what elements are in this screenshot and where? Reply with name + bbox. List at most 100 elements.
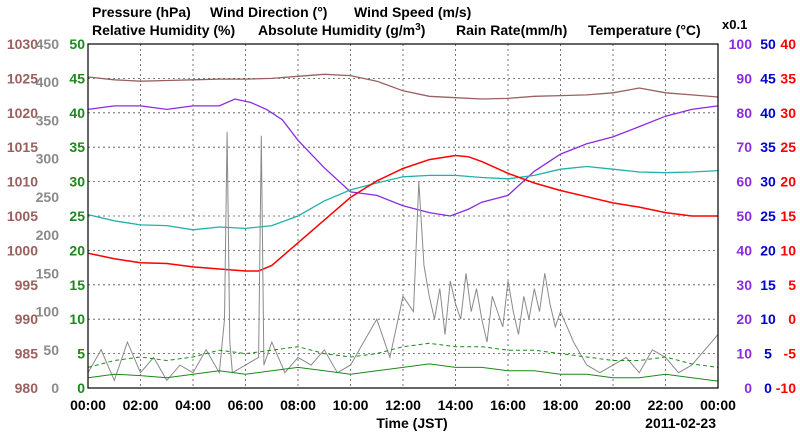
wind-direction-tick-label: 350 <box>36 112 60 128</box>
temperature-tick-label: 25 <box>780 139 796 155</box>
pressure-tick-label: 1010 <box>7 174 38 190</box>
series-relative-humidity <box>87 98 719 217</box>
x-tick-label: 10:00 <box>333 397 369 413</box>
x-tick-label: 20:00 <box>595 397 631 413</box>
wind-speed-tick-label: 0 <box>77 380 85 396</box>
wind-speed-tick-label: 10 <box>69 311 85 327</box>
wind-speed-tick-label: 5 <box>77 346 85 362</box>
humidity-tick-label: 100 <box>729 36 753 52</box>
legend-pressure: Pressure (hPa) <box>92 4 191 20</box>
x-tick-label: 04:00 <box>175 397 211 413</box>
temperature-tick-label: 5 <box>788 277 796 293</box>
rain-rate-tick-label: 5 <box>764 346 772 362</box>
x-tick-label: 00:00 <box>70 397 106 413</box>
temperature-tick-label: 10 <box>780 242 796 258</box>
legend-relative-humidity: Relative Humidity (%) <box>92 22 235 38</box>
wind-speed-tick-label: 25 <box>69 208 85 224</box>
wind-speed-tick-label: 35 <box>69 139 85 155</box>
wind-speed-tick-label: 40 <box>69 105 85 121</box>
rain-rate-tick-label: 40 <box>760 105 776 121</box>
humidity-tick-label: 50 <box>736 208 752 224</box>
humidity-tick-label: 70 <box>736 139 752 155</box>
humidity-tick-label: 0 <box>744 380 752 396</box>
temperature-tick-label: 15 <box>780 208 796 224</box>
rain-rate-tick-label: 50 <box>760 36 776 52</box>
pressure-tick-label: 1030 <box>7 36 38 52</box>
wind-direction-tick-label: 250 <box>36 189 60 205</box>
x-tick-label: 18:00 <box>543 397 579 413</box>
legend-abs-hum-sup: 3 <box>415 22 421 33</box>
pressure-tick-label: 1025 <box>7 70 38 86</box>
wind-speed-tick-label: 20 <box>69 242 85 258</box>
rain-rate-tick-label: 15 <box>760 277 776 293</box>
legend-wind-direction: Wind Direction (°) <box>210 4 327 20</box>
humidity-tick-label: 60 <box>736 174 752 190</box>
x-tick-label: 00:00 <box>700 397 736 413</box>
legend-temperature: Temperature (°C) <box>588 22 701 38</box>
rain-rate-tick-label: 10 <box>760 311 776 327</box>
date-label: 2011-02-23 <box>645 415 716 431</box>
wind-direction-tick-label: 50 <box>43 342 59 358</box>
temperature-tick-label: 0 <box>788 311 796 327</box>
wind-direction-tick-label: 450 <box>36 36 60 52</box>
x-tick-label: 14:00 <box>438 397 474 413</box>
temperature-tick-label: 40 <box>780 36 796 52</box>
rain-rate-tick-label: 30 <box>760 174 776 190</box>
rain-rate-tick-label: 25 <box>760 208 776 224</box>
series-temperature <box>87 154 718 272</box>
rain-rate-tick-label: 20 <box>760 242 776 258</box>
pressure-tick-label: 995 <box>15 277 39 293</box>
axis-ticks: 00:00 02:00 04:00 06:00 08:00 10:00 12:00 14:00… <box>7 36 796 413</box>
rain-rate-tick-label: 35 <box>760 139 776 155</box>
rain-rate-tick-label: 0 <box>764 380 772 396</box>
temperature-tick-label: -5 <box>784 346 797 362</box>
wind-direction-tick-label: 0 <box>51 380 59 396</box>
x-tick-label: 22:00 <box>648 397 684 413</box>
series-wind-direction <box>87 131 719 382</box>
pressure-tick-label: 980 <box>15 380 39 396</box>
temperature-tick-label: 35 <box>780 70 796 86</box>
legend-rain-scale: x0.1 <box>722 17 747 32</box>
wind-direction-tick-label: 150 <box>36 265 60 281</box>
x-axis-label: Time (JST) <box>376 415 447 431</box>
grid <box>88 44 718 388</box>
x-tick-label: 12:00 <box>385 397 421 413</box>
legend-rain-rate: Rain Rate(mm/h) <box>456 22 567 38</box>
wind-speed-tick-label: 30 <box>69 174 85 190</box>
wind-speed-tick-label: 50 <box>69 36 85 52</box>
humidity-tick-label: 40 <box>736 242 752 258</box>
x-tick-label: 02:00 <box>123 397 159 413</box>
series-absolute-humidity <box>87 165 719 231</box>
x-tick-label: 06:00 <box>228 397 264 413</box>
pressure-tick-label: 1005 <box>7 208 38 224</box>
humidity-tick-label: 30 <box>736 277 752 293</box>
wind-direction-tick-label: 200 <box>36 227 60 243</box>
pressure-tick-label: 1000 <box>7 242 38 258</box>
humidity-tick-label: 80 <box>736 105 752 121</box>
x-tick-label: 16:00 <box>490 397 526 413</box>
temperature-tick-label: 20 <box>780 174 796 190</box>
legend-abs-hum-prefix: Absolute Humidity (g/m <box>258 22 415 38</box>
wind-speed-tick-label: 15 <box>69 277 85 293</box>
rain-rate-tick-label: 45 <box>760 70 776 86</box>
pressure-tick-label: 1015 <box>7 139 38 155</box>
temperature-tick-label: -10 <box>776 380 796 396</box>
series-wind-speed-avg <box>87 363 719 382</box>
wind-direction-tick-label: 300 <box>36 151 60 167</box>
pressure-tick-label: 1020 <box>7 105 38 121</box>
legend-absolute-humidity: Absolute Humidity (g/m3) <box>258 22 425 38</box>
series-wind-speed-gust <box>87 342 719 368</box>
temperature-tick-label: 30 <box>780 105 796 121</box>
humidity-tick-label: 90 <box>736 70 752 86</box>
wind-direction-tick-label: 400 <box>36 74 60 90</box>
wind-speed-tick-label: 45 <box>69 70 85 86</box>
pressure-tick-label: 985 <box>15 346 39 362</box>
wind-direction-tick-label: 100 <box>36 304 60 320</box>
plot-frame <box>87 43 719 389</box>
humidity-tick-label: 20 <box>736 311 752 327</box>
legend-abs-hum-suffix: ) <box>421 22 426 38</box>
pressure-tick-label: 990 <box>15 311 39 327</box>
legend-wind-speed: Wind Speed (m/s) <box>354 4 471 20</box>
